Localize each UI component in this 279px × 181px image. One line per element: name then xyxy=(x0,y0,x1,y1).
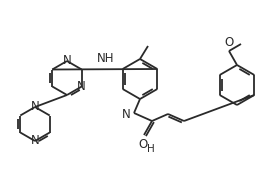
Text: N: N xyxy=(31,134,39,148)
Text: NH: NH xyxy=(97,52,115,65)
Text: O: O xyxy=(224,36,234,49)
Text: H: H xyxy=(147,144,155,154)
Text: N: N xyxy=(62,54,71,68)
Text: N: N xyxy=(31,100,39,113)
Text: N: N xyxy=(77,80,86,93)
Text: N: N xyxy=(122,108,131,121)
Text: O: O xyxy=(138,138,148,151)
